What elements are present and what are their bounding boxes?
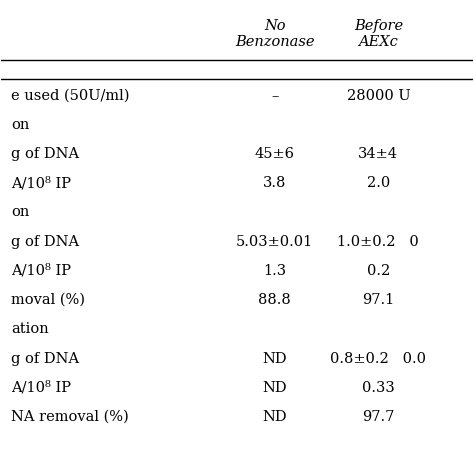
Text: NA removal (%): NA removal (%) xyxy=(11,410,128,424)
Text: ND: ND xyxy=(263,381,287,395)
Text: 1.3: 1.3 xyxy=(263,264,286,278)
Text: A/10⁸ IP: A/10⁸ IP xyxy=(11,381,71,395)
Text: Before
AEXc: Before AEXc xyxy=(354,19,403,49)
Text: 2.0: 2.0 xyxy=(367,176,390,190)
Text: ND: ND xyxy=(263,410,287,424)
Text: 1.0±0.2   0: 1.0±0.2 0 xyxy=(337,235,419,249)
Text: 28000 U: 28000 U xyxy=(346,89,410,103)
Text: moval (%): moval (%) xyxy=(11,293,85,307)
Text: A/10⁸ IP: A/10⁸ IP xyxy=(11,176,71,190)
Text: ND: ND xyxy=(263,352,287,365)
Text: 0.8±0.2   0.0: 0.8±0.2 0.0 xyxy=(330,352,427,365)
Text: –: – xyxy=(271,89,278,103)
Text: 88.8: 88.8 xyxy=(258,293,291,307)
Text: g of DNA: g of DNA xyxy=(11,147,79,161)
Text: 5.03±0.01: 5.03±0.01 xyxy=(236,235,313,249)
Text: 97.1: 97.1 xyxy=(362,293,394,307)
Text: No
Benzonase: No Benzonase xyxy=(235,19,314,49)
Text: g of DNA: g of DNA xyxy=(11,352,79,365)
Text: 34±4: 34±4 xyxy=(358,147,398,161)
Text: g of DNA: g of DNA xyxy=(11,235,79,249)
Text: 3.8: 3.8 xyxy=(263,176,286,190)
Text: ation: ation xyxy=(11,322,48,337)
Text: on: on xyxy=(11,206,29,219)
Text: e used (50U/ml): e used (50U/ml) xyxy=(11,89,129,103)
Text: on: on xyxy=(11,118,29,132)
Text: 0.2: 0.2 xyxy=(367,264,390,278)
Text: 0.33: 0.33 xyxy=(362,381,395,395)
Text: 45±6: 45±6 xyxy=(255,147,295,161)
Text: A/10⁸ IP: A/10⁸ IP xyxy=(11,264,71,278)
Text: 97.7: 97.7 xyxy=(362,410,394,424)
